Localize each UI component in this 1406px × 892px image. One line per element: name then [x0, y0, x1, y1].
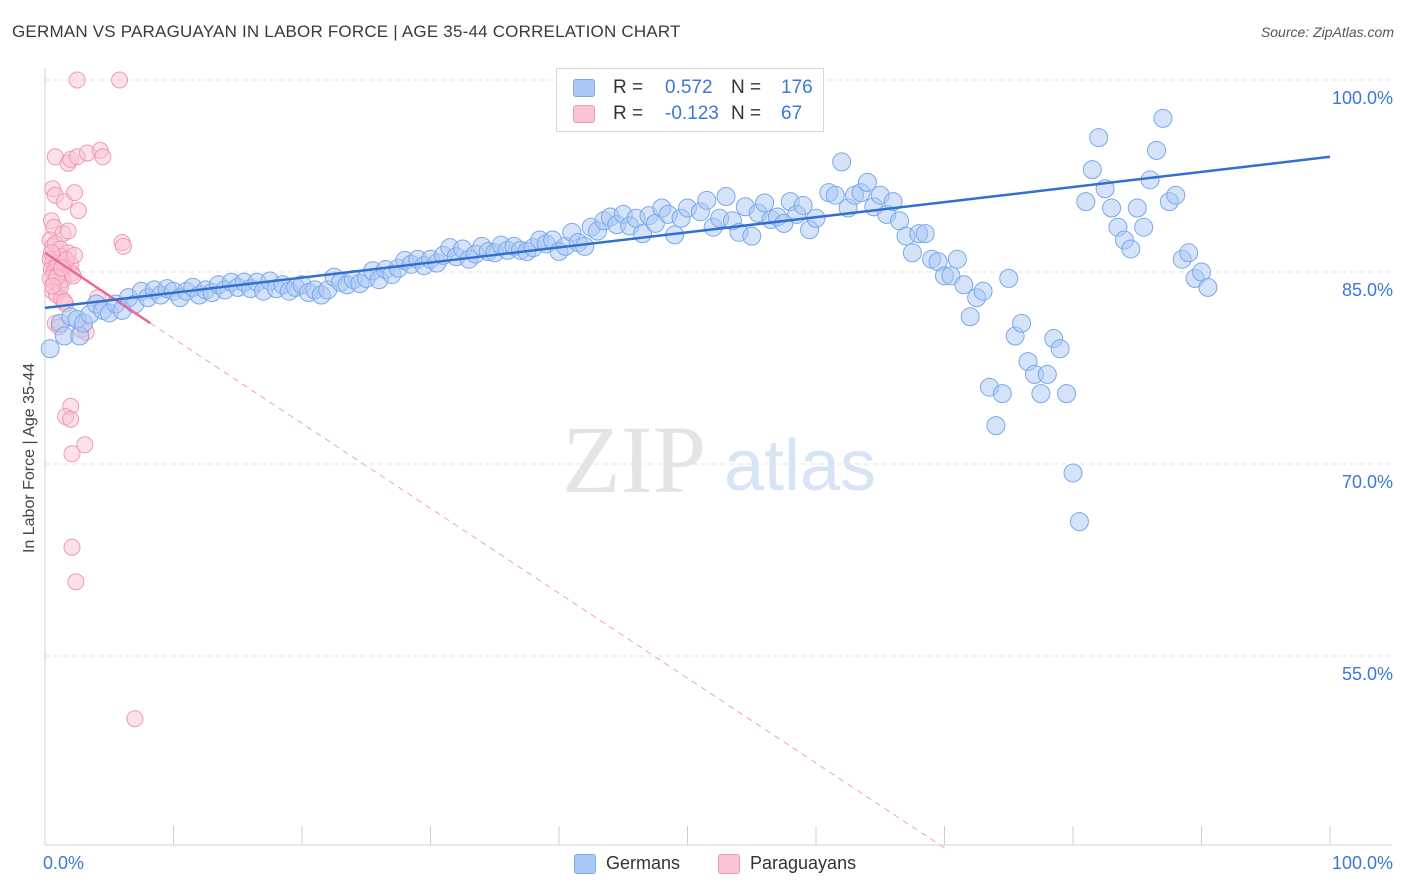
german-point: [1089, 128, 1109, 148]
legend-swatch-paraguayans: [718, 854, 740, 874]
german-point: [992, 384, 1012, 404]
n-label: N =: [731, 77, 762, 98]
german-point: [915, 224, 935, 244]
x-tick-label-end: 100.0%: [1332, 853, 1393, 873]
paraguayan-point: [126, 710, 144, 728]
german-point: [1069, 512, 1089, 532]
german-point: [40, 339, 60, 359]
source-label: Source: ZipAtlas.com: [1260, 24, 1394, 40]
german-point: [1147, 140, 1167, 160]
axes: [44, 68, 1392, 846]
german-point: [954, 275, 974, 295]
y-axis-label: In Labor Force | Age 35-44: [21, 362, 38, 554]
r-label: R =: [613, 103, 644, 124]
swatch-paraguayans: [573, 105, 595, 123]
german-point: [755, 193, 775, 213]
x-tick-label-start: 0.0%: [43, 853, 84, 873]
paraguayan-point: [63, 538, 81, 556]
legend-swatch-germans: [574, 854, 596, 874]
watermark-atlas: atlas: [724, 426, 876, 506]
trend-lines: [44, 155, 1331, 849]
german-point: [1153, 108, 1173, 128]
german-point: [793, 195, 813, 215]
paraguayan-trend-extension: [150, 322, 945, 849]
r-value: 0.572: [665, 77, 713, 98]
paraguayan-point: [59, 222, 77, 240]
x-tick-labels: 0.0% 100.0%: [43, 853, 1393, 873]
paraguayan-point: [66, 246, 84, 264]
legend-label-germans: Germans: [606, 853, 681, 873]
german-point: [1127, 198, 1147, 218]
y-tick-label: 100.0%: [1332, 88, 1393, 108]
n-value: 67: [781, 103, 803, 124]
paraguayan-point: [63, 445, 81, 463]
paraguayan-point: [111, 71, 129, 89]
paraguayan-point: [68, 71, 86, 89]
german-point: [1134, 217, 1154, 237]
n-label: N =: [731, 103, 762, 124]
german-point: [1057, 384, 1077, 404]
paraguayan-point: [94, 148, 112, 166]
german-point: [999, 268, 1019, 288]
paraguayan-point: [76, 436, 94, 454]
german-point: [1082, 160, 1102, 180]
german-point: [1179, 243, 1199, 263]
paraguayan-point: [69, 202, 87, 220]
german-point: [1102, 198, 1122, 218]
stats-legend: R = 0.572 N = 176 R = -0.123 N = 67: [556, 68, 824, 132]
watermark: ZIP atlas: [562, 406, 876, 513]
paraguayan-point: [42, 244, 60, 262]
paraguayan-point: [67, 573, 85, 591]
chart-title: GERMAN VS PARAGUAYAN IN LABOR FORCE | AG…: [12, 22, 681, 41]
german-point: [1050, 339, 1070, 359]
german-point: [1063, 463, 1083, 483]
y-tick-label: 85.0%: [1342, 280, 1393, 300]
german-point: [697, 190, 717, 210]
swatch-germans: [573, 79, 595, 97]
german-point: [716, 186, 736, 206]
legend-label-paraguayans: Paraguayans: [750, 853, 857, 873]
german-point: [832, 152, 852, 172]
german-point: [973, 281, 993, 301]
german-point: [857, 172, 877, 192]
german-point: [825, 185, 845, 205]
paraguayan-points: [41, 71, 144, 728]
german-point: [1012, 313, 1032, 333]
paraguayan-point: [66, 184, 84, 202]
y-tick-label: 55.0%: [1342, 664, 1393, 684]
y-tick-labels: 100.0% 85.0% 70.0% 55.0%: [1332, 88, 1393, 684]
paraguayan-point: [44, 277, 62, 295]
german-point: [960, 307, 980, 327]
german-point: [1121, 239, 1141, 259]
german-point: [902, 243, 922, 263]
n-value: 176: [781, 77, 813, 98]
german-point: [883, 192, 903, 212]
y-tick-label: 70.0%: [1342, 472, 1393, 492]
german-trend-line: [44, 155, 1331, 310]
watermark-zip: ZIP: [562, 406, 706, 513]
paraguayan-point: [114, 237, 132, 255]
r-label: R =: [613, 77, 644, 98]
german-point: [1166, 185, 1186, 205]
german-point: [1076, 192, 1096, 212]
paraguayan-trend-line: [44, 251, 152, 325]
y-axis-label-wrap: In Labor Force | Age 35-44: [18, 0, 42, 892]
paraguayan-point: [62, 410, 80, 428]
grid-lines: [45, 79, 1392, 657]
german-point: [986, 416, 1006, 436]
german-point: [742, 226, 762, 246]
german-point: [1037, 364, 1057, 384]
r-value: -0.123: [665, 103, 719, 124]
german-point: [1198, 277, 1218, 297]
german-point: [1031, 384, 1051, 404]
german-point: [947, 249, 967, 269]
